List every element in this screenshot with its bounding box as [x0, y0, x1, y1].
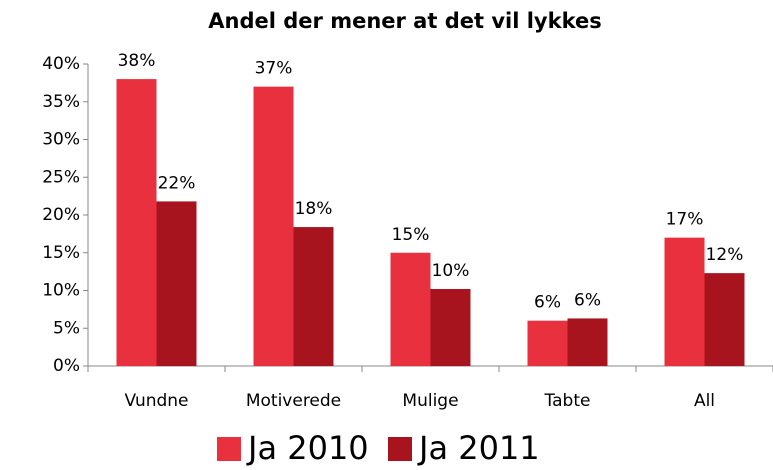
x-tick-label: Vundne — [124, 391, 188, 411]
bar — [156, 201, 197, 366]
data-label: 10% — [432, 261, 470, 281]
bar — [704, 273, 745, 366]
data-label: 37% — [255, 59, 293, 79]
data-label: 12% — [706, 245, 744, 265]
bar — [567, 318, 608, 366]
y-tick-label: 25% — [42, 167, 80, 187]
bar — [253, 86, 294, 367]
y-tick-label: 20% — [42, 205, 80, 225]
bar — [430, 288, 471, 366]
x-tick-label: Mulige — [402, 391, 458, 411]
data-label: 15% — [392, 225, 430, 245]
legend-swatch — [388, 437, 412, 461]
x-tick-label: All — [694, 391, 715, 411]
y-tick-label: 35% — [42, 92, 80, 112]
bar — [116, 79, 157, 366]
y-tick-label: 5% — [53, 318, 80, 338]
y-tick-label: 40% — [42, 54, 80, 74]
legend-label: Ja 2011 — [417, 429, 540, 467]
y-tick-label: 10% — [42, 281, 80, 301]
x-tick-label: Motiverede — [246, 391, 341, 411]
legend-swatch — [217, 437, 241, 461]
chart-title: Andel der mener at det vil lykkes — [208, 9, 601, 33]
y-tick-label: 0% — [53, 356, 80, 376]
data-label: 22% — [158, 173, 196, 193]
y-tick-label: 15% — [42, 243, 80, 263]
x-tick-label: Tabte — [544, 391, 591, 411]
y-tick-label: 30% — [42, 130, 80, 150]
data-label: 17% — [666, 210, 704, 230]
data-label: 38% — [118, 51, 156, 71]
data-label: 6% — [534, 293, 561, 313]
bar — [293, 227, 334, 366]
bar — [390, 252, 431, 366]
bar — [664, 237, 705, 366]
bar — [527, 320, 568, 366]
data-label: 18% — [295, 199, 333, 219]
legend-label: Ja 2010 — [246, 429, 369, 467]
data-label: 6% — [574, 290, 601, 310]
